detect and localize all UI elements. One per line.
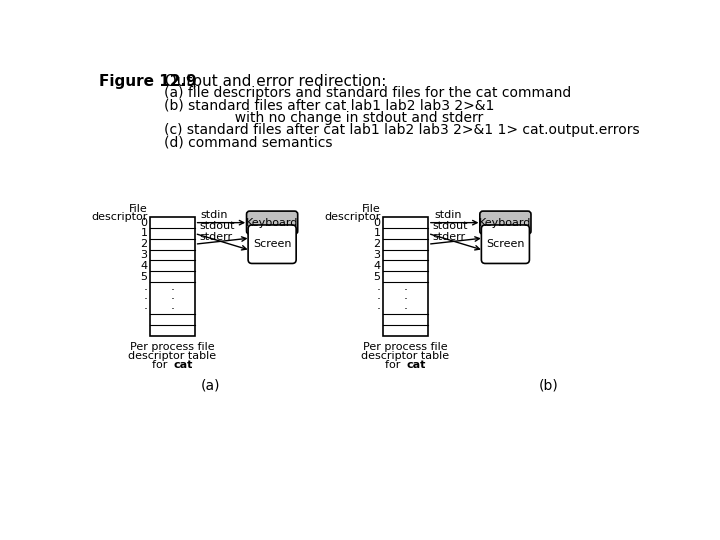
Text: File: File <box>129 204 148 214</box>
Text: stderr: stderr <box>433 232 466 242</box>
Text: for: for <box>152 361 171 370</box>
Text: .: . <box>403 299 408 312</box>
Text: 1: 1 <box>374 228 381 239</box>
Text: cat: cat <box>174 361 193 370</box>
Text: cat: cat <box>407 361 426 370</box>
Text: descriptor: descriptor <box>324 212 381 222</box>
Text: (a): (a) <box>201 379 220 393</box>
Text: 5: 5 <box>140 272 148 281</box>
Text: .: . <box>170 299 174 312</box>
Text: Screen: Screen <box>253 239 292 249</box>
Text: (c) standard files after cat lab1 lab2 lab3 2>&1 1> cat.output.errors: (c) standard files after cat lab1 lab2 l… <box>163 123 639 137</box>
Text: .: . <box>403 280 408 293</box>
FancyBboxPatch shape <box>480 211 531 234</box>
Text: Output and error redirection:: Output and error redirection: <box>155 74 387 89</box>
Text: Keyboard: Keyboard <box>246 218 298 228</box>
Text: Screen: Screen <box>486 239 525 249</box>
Text: .: . <box>377 289 381 302</box>
FancyBboxPatch shape <box>246 211 297 234</box>
Text: 3: 3 <box>140 250 148 260</box>
Text: with no change in stdout and stderr: with no change in stdout and stderr <box>191 111 483 125</box>
Text: Per process file: Per process file <box>363 342 448 352</box>
Text: stderr: stderr <box>199 232 233 242</box>
Text: .: . <box>403 289 408 302</box>
Text: 4: 4 <box>140 261 148 271</box>
Text: descriptor: descriptor <box>91 212 148 222</box>
Text: stdin: stdin <box>434 211 462 220</box>
Text: (b) standard files after cat lab1 lab2 lab3 2>&1: (b) standard files after cat lab1 lab2 l… <box>163 99 494 113</box>
Text: stdout: stdout <box>433 221 468 231</box>
Text: Per process file: Per process file <box>130 342 215 352</box>
Text: .: . <box>143 289 148 302</box>
Bar <box>150 217 194 336</box>
Text: File: File <box>362 204 381 214</box>
Text: for: for <box>385 361 404 370</box>
Text: 3: 3 <box>374 250 381 260</box>
Text: .: . <box>377 299 381 312</box>
Text: Keyboard: Keyboard <box>480 218 531 228</box>
Text: .: . <box>170 280 174 293</box>
Text: (d) command semantics: (d) command semantics <box>163 136 332 150</box>
Text: (a) file descriptors and standard files for the cat command: (a) file descriptors and standard files … <box>163 86 571 100</box>
Text: .: . <box>143 299 148 312</box>
Text: .: . <box>170 289 174 302</box>
Text: 2: 2 <box>374 239 381 249</box>
Text: .: . <box>377 280 381 293</box>
Text: 0: 0 <box>140 218 148 228</box>
Text: stdout: stdout <box>199 221 235 231</box>
Text: 5: 5 <box>374 272 381 281</box>
Text: .: . <box>143 280 148 293</box>
Text: descriptor table: descriptor table <box>361 351 449 361</box>
FancyBboxPatch shape <box>248 225 296 264</box>
FancyBboxPatch shape <box>482 225 529 264</box>
Text: 1: 1 <box>140 228 148 239</box>
Text: (b): (b) <box>539 379 559 393</box>
Text: 4: 4 <box>374 261 381 271</box>
Bar <box>383 217 428 336</box>
Text: 0: 0 <box>374 218 381 228</box>
Text: stdin: stdin <box>201 211 228 220</box>
Text: descriptor table: descriptor table <box>128 351 216 361</box>
Text: Figure 12.9: Figure 12.9 <box>99 74 197 89</box>
Text: 2: 2 <box>140 239 148 249</box>
